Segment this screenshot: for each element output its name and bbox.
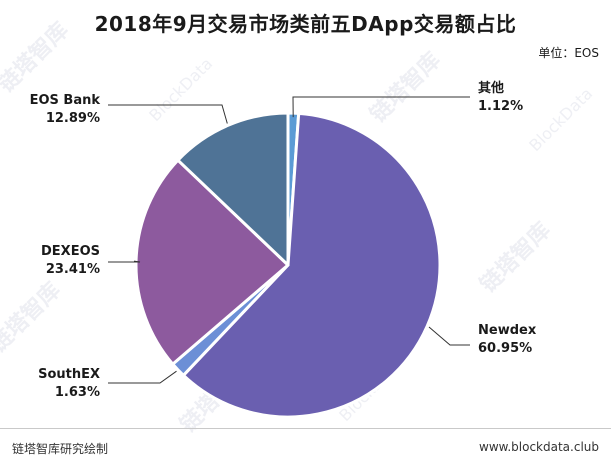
footer-divider — [0, 428, 611, 429]
leader-line — [292, 96, 470, 118]
chart-title: 2018年9月交易市场类前五DApp交易额占比 — [94, 12, 517, 36]
slice-label: EOS Bank — [30, 93, 101, 108]
slice-label: DEXEOS — [41, 244, 100, 259]
slice-percent-label: 12.89% — [46, 111, 100, 126]
leader-line — [428, 326, 470, 346]
slice-percent-label: 60.95% — [478, 341, 532, 356]
slice-percent-label: 1.63% — [55, 385, 100, 400]
slice-label: SouthEX — [38, 367, 100, 382]
slice-label: Newdex — [478, 323, 537, 338]
leader-line — [108, 370, 177, 384]
pie-slice-eos-bank — [176, 111, 290, 267]
leader-line — [108, 104, 228, 124]
pie-slice-newdex — [181, 111, 442, 419]
footer-source: 链塔智库研究绘制 — [12, 442, 109, 456]
slice-percent-label: 23.41% — [46, 262, 100, 277]
leader-line — [108, 260, 141, 263]
footer-url: www.blockdata.club — [479, 440, 599, 454]
slice-label: 其他 — [478, 80, 504, 96]
slice-percent-label: 1.12% — [478, 99, 523, 114]
unit-label: 单位：EOS — [538, 46, 599, 60]
